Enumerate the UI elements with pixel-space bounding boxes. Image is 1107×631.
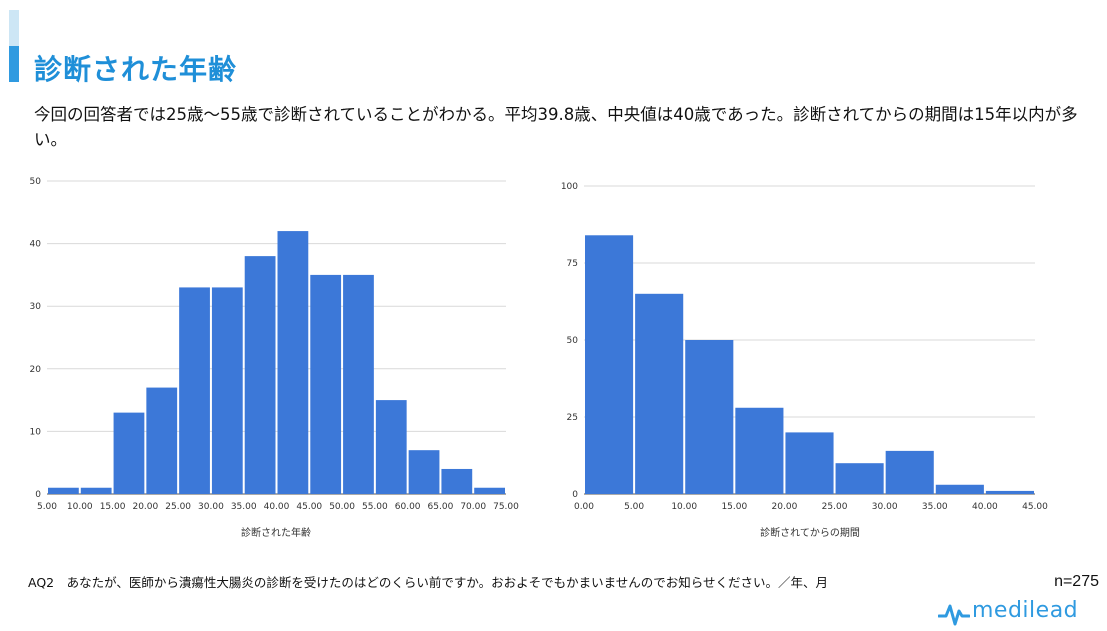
x-tick-label: 30.00 bbox=[198, 502, 224, 512]
page-title: 診断された年齢 bbox=[34, 53, 238, 86]
histogram-bar bbox=[585, 235, 634, 494]
x-tick-label: 10.00 bbox=[671, 502, 697, 512]
y-tick-label: 30 bbox=[30, 302, 42, 312]
sample-size: n=275 bbox=[1054, 573, 1099, 590]
histogram-bar bbox=[735, 407, 784, 494]
histogram-bar bbox=[885, 450, 934, 494]
x-tick-label: 20.00 bbox=[772, 502, 798, 512]
medilead-logo: medilead bbox=[938, 598, 1088, 628]
x-tick-label: 5.00 bbox=[624, 502, 644, 512]
logo-text: medilead bbox=[972, 598, 1079, 623]
x-tick-label: 75.00 bbox=[493, 502, 519, 512]
question-footnote: AQ2 あなたが、医師から潰瘍性大腸炎の診断を受けたのはどのくらい前ですか。おお… bbox=[28, 575, 829, 590]
histogram-bar bbox=[935, 484, 984, 494]
histogram-bar bbox=[48, 487, 79, 494]
x-tick-label: 25.00 bbox=[165, 502, 191, 512]
histogram-bar bbox=[835, 463, 884, 494]
y-tick-label: 40 bbox=[30, 240, 42, 250]
x-tick-label: 30.00 bbox=[872, 502, 898, 512]
x-tick-label: 10.00 bbox=[67, 502, 93, 512]
x-tick-label: 55.00 bbox=[362, 502, 388, 512]
histogram-bar bbox=[146, 387, 178, 494]
histogram-bar bbox=[113, 412, 145, 494]
histogram-bar bbox=[785, 432, 834, 494]
x-tick-label: 20.00 bbox=[132, 502, 158, 512]
x-tick-label: 15.00 bbox=[100, 502, 126, 512]
title-accent-light bbox=[9, 10, 19, 46]
x-axis-label: 診断された年齢 bbox=[241, 526, 311, 539]
y-tick-label: 100 bbox=[561, 182, 578, 192]
y-tick-label: 0 bbox=[572, 490, 578, 500]
histogram-bar bbox=[635, 293, 684, 494]
histogram-bar bbox=[408, 450, 440, 494]
x-axis-label: 診断されてからの期間 bbox=[760, 526, 860, 539]
x-tick-label: 35.00 bbox=[922, 502, 948, 512]
x-tick-label: 45.00 bbox=[296, 502, 322, 512]
x-tick-label: 0.00 bbox=[574, 502, 594, 512]
x-tick-label: 40.00 bbox=[972, 502, 998, 512]
x-tick-label: 60.00 bbox=[395, 502, 421, 512]
x-tick-label: 50.00 bbox=[329, 502, 355, 512]
x-tick-label: 45.00 bbox=[1022, 502, 1048, 512]
histogram-bar bbox=[685, 340, 734, 494]
histogram-bar bbox=[985, 490, 1034, 494]
histogram-bar bbox=[343, 274, 374, 494]
histogram-bar bbox=[80, 487, 112, 494]
histogram-bar bbox=[441, 468, 473, 494]
y-tick-label: 50 bbox=[30, 177, 42, 187]
histogram-bar bbox=[244, 256, 276, 494]
histogram-bar bbox=[474, 487, 505, 494]
y-tick-label: 25 bbox=[567, 413, 578, 423]
x-tick-label: 65.00 bbox=[428, 502, 454, 512]
x-tick-label: 40.00 bbox=[264, 502, 290, 512]
title-accent-dark bbox=[9, 46, 19, 82]
y-tick-label: 20 bbox=[30, 365, 42, 375]
y-tick-label: 75 bbox=[567, 259, 578, 269]
histogram-bar bbox=[310, 274, 342, 494]
x-tick-label: 35.00 bbox=[231, 502, 257, 512]
histogram-bar bbox=[179, 287, 210, 494]
x-tick-label: 5.00 bbox=[37, 502, 57, 512]
x-tick-label: 70.00 bbox=[460, 502, 486, 512]
y-tick-label: 0 bbox=[35, 490, 41, 500]
histogram-bar bbox=[211, 287, 243, 494]
x-tick-label: 15.00 bbox=[721, 502, 747, 512]
summary-text: 今回の回答者では25歳〜55歳で診断されていることがわかる。平均39.8歳、中央… bbox=[34, 105, 1078, 149]
histogram-bar bbox=[375, 400, 407, 494]
y-tick-label: 10 bbox=[30, 427, 42, 437]
histogram-bar bbox=[277, 231, 309, 494]
y-tick-label: 50 bbox=[567, 336, 579, 346]
x-tick-label: 25.00 bbox=[822, 502, 848, 512]
pulse-icon bbox=[938, 604, 970, 626]
